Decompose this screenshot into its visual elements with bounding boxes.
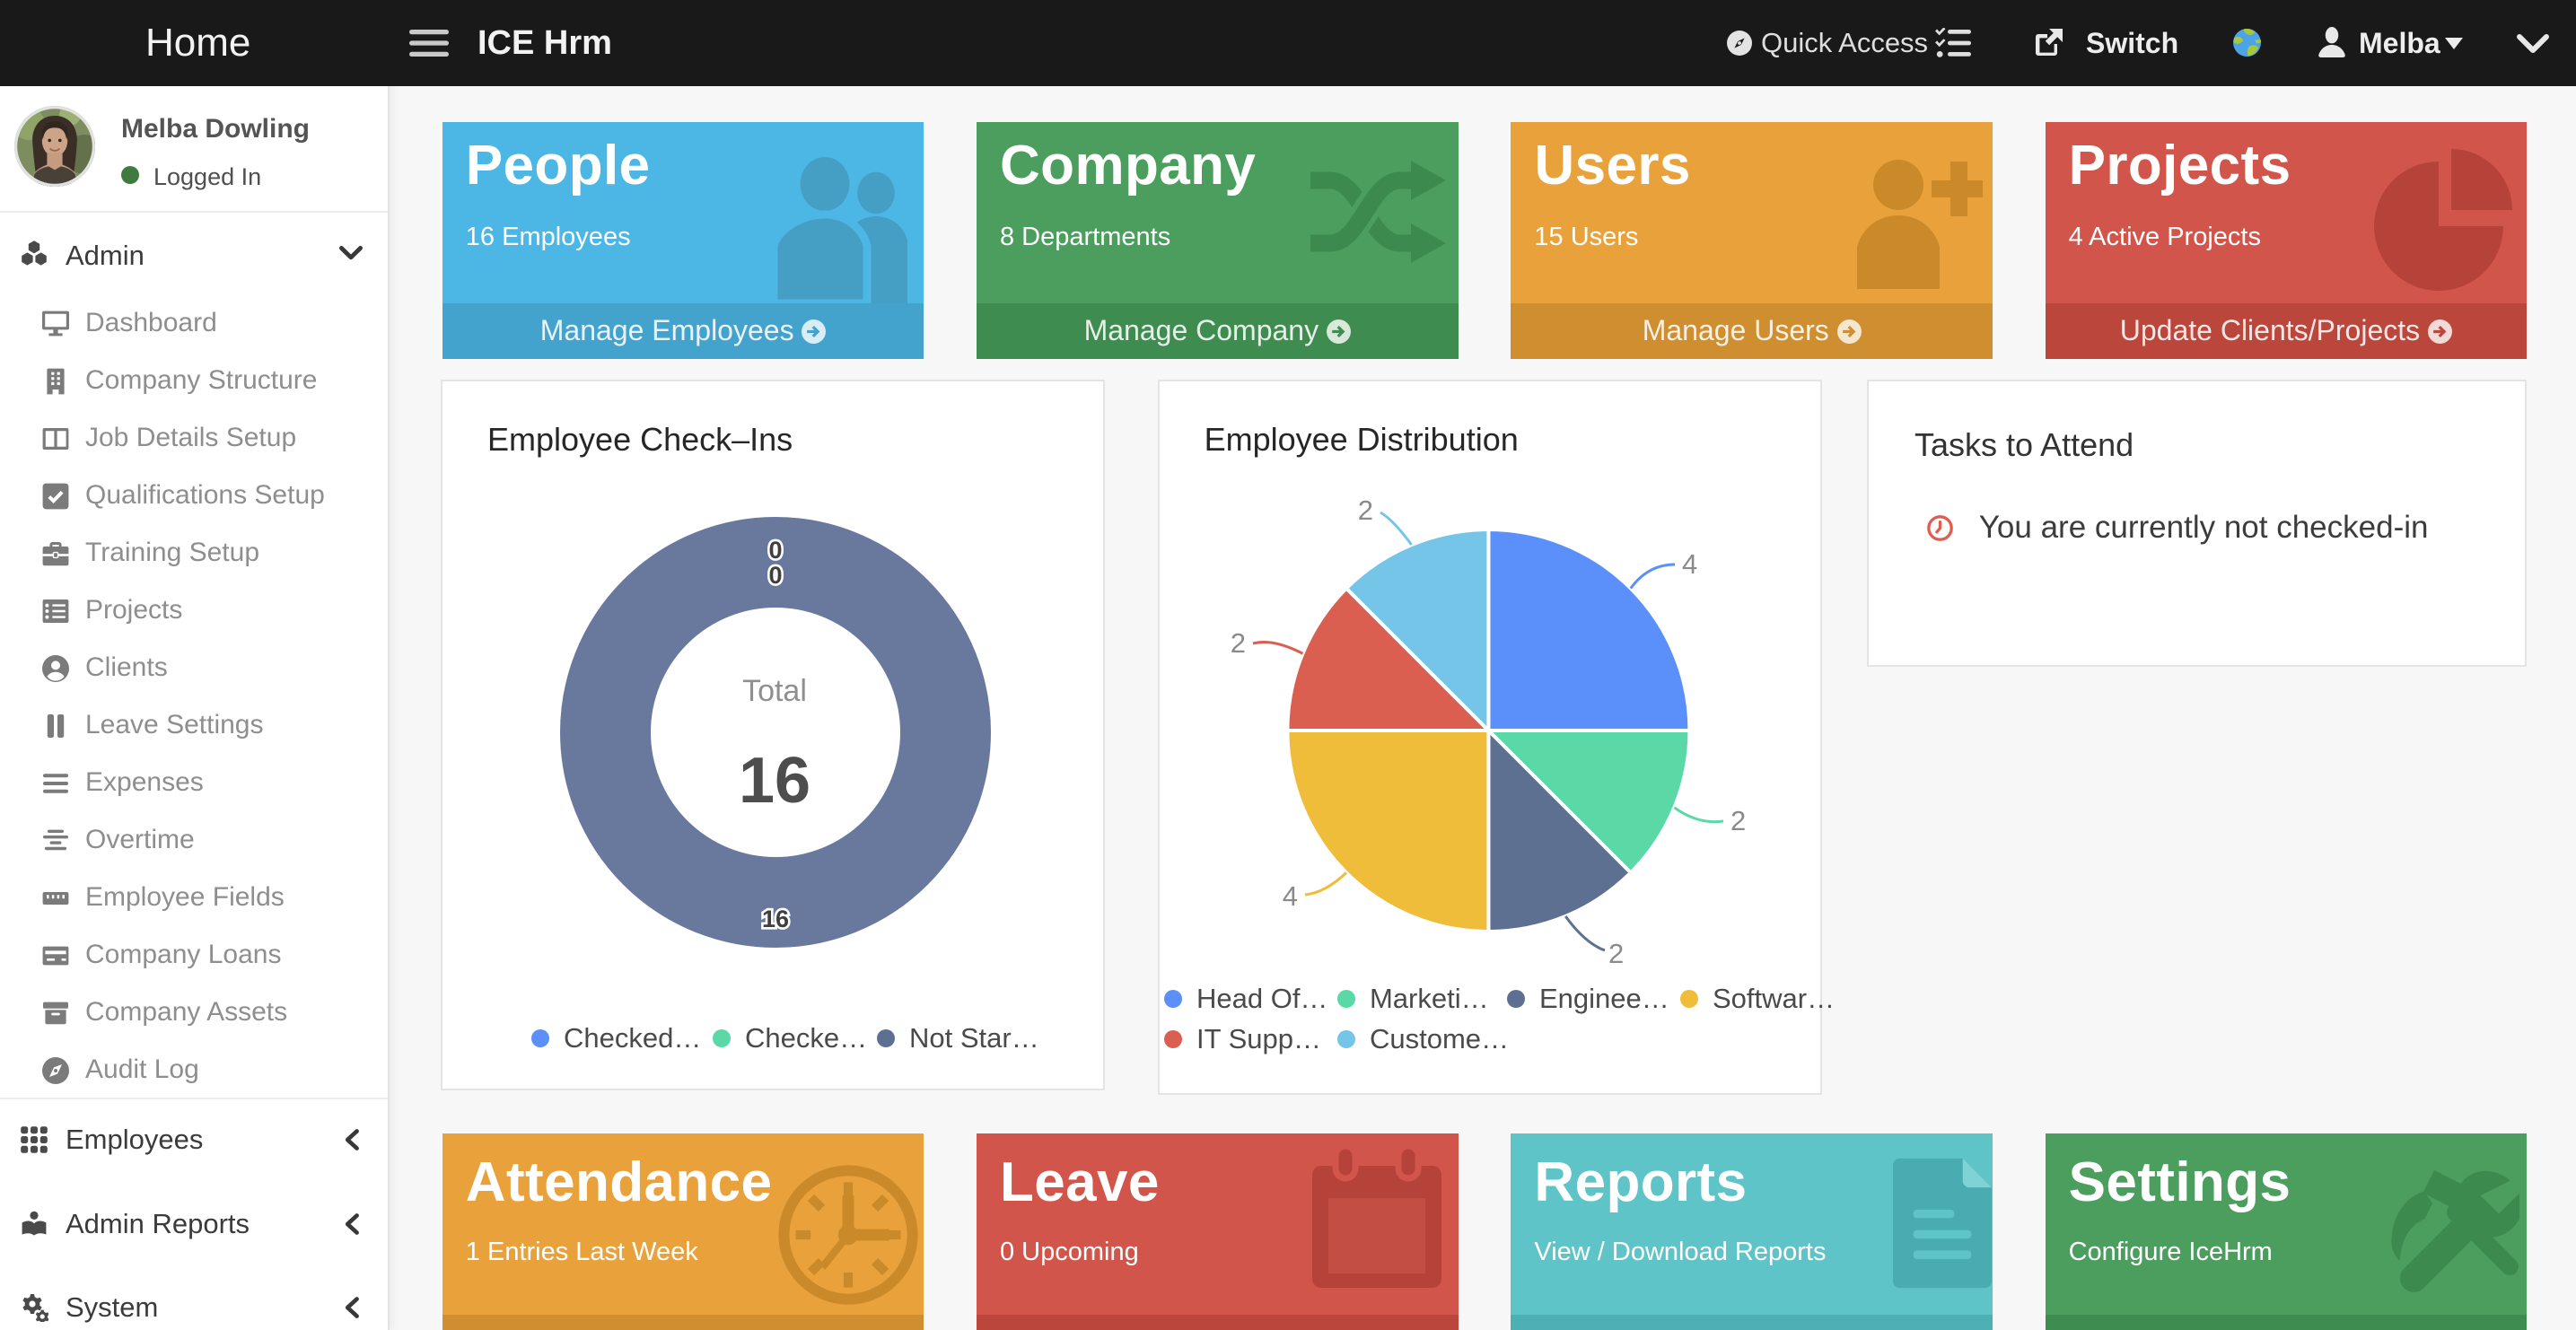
svg-text:2: 2 [1230,627,1245,659]
svg-text:4: 4 [1282,880,1297,912]
svg-text:0: 0 [768,562,782,589]
svg-text:0: 0 [768,537,782,564]
svg-text:2: 2 [1730,805,1746,836]
svg-text:16: 16 [762,906,789,932]
svg-text:2: 2 [1608,938,1624,969]
svg-text:2: 2 [1357,494,1372,526]
svg-text:4: 4 [1682,548,1697,580]
